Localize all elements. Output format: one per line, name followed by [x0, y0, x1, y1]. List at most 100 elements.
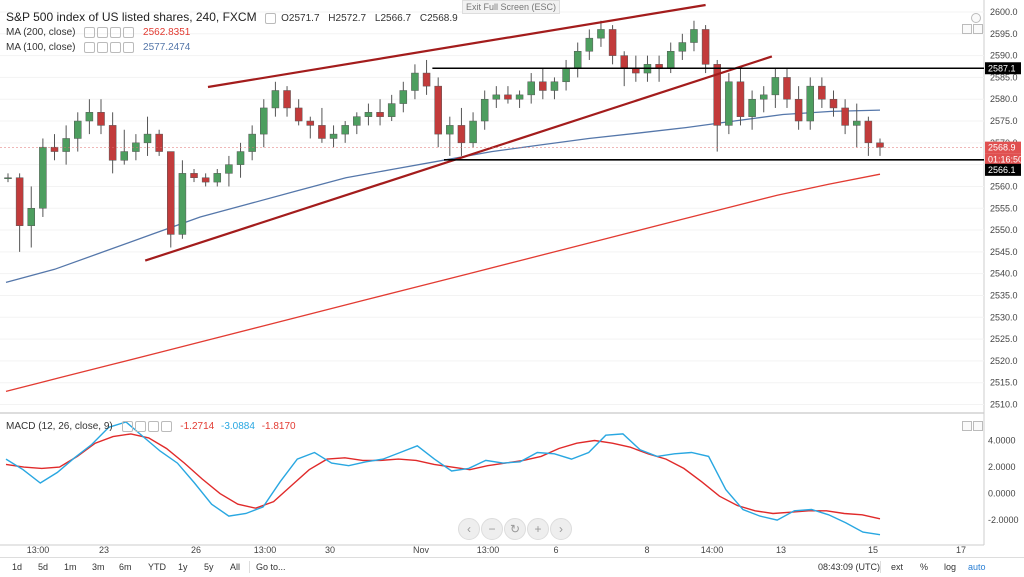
auto-toggle[interactable]: auto — [968, 562, 986, 572]
price-tick-label: 2590.0 — [990, 51, 1018, 61]
candle-body — [341, 125, 349, 135]
header-icons[interactable] — [265, 12, 278, 24]
timeframe-1m[interactable]: 1m — [64, 562, 77, 572]
scroll-right-icon[interactable]: › — [550, 518, 572, 540]
price-tick-label: 2595.0 — [990, 29, 1018, 39]
candle-body — [585, 37, 594, 52]
candle-body — [527, 81, 535, 96]
price-tick-label: 2585.0 — [990, 72, 1018, 82]
candle-body — [597, 29, 605, 39]
timeframe-5y[interactable]: 5y — [204, 562, 214, 572]
candle-body — [852, 120, 861, 126]
scroll-left-icon[interactable]: ‹ — [458, 518, 480, 540]
macd-close-icon[interactable] — [973, 421, 983, 431]
time-tick-label: 14:00 — [701, 545, 724, 555]
candle-body — [492, 94, 501, 100]
candle-body — [632, 68, 640, 74]
ma200-legend[interactable]: MA (200, close) 2562.8351 — [6, 27, 190, 38]
candle-body — [4, 177, 12, 179]
goto-button[interactable]: Go to... — [256, 562, 286, 572]
time-tick-label: 8 — [644, 545, 649, 555]
candle-body — [457, 125, 466, 144]
candle-body — [562, 68, 570, 83]
time-tick-label: 13:00 — [254, 545, 277, 555]
zoom-in-icon[interactable]: + — [527, 518, 549, 540]
ohlc-h-label: H — [328, 13, 336, 24]
bottom-toolbar: 1d 5d 1m 3m 6m YTD 1y 5y All Go to... 08… — [0, 557, 1024, 577]
exit-fullscreen-button[interactable]: Exit Full Screen (ESC) — [462, 0, 560, 14]
candle-body — [434, 85, 442, 135]
candle-body — [608, 29, 617, 56]
candle-body — [771, 77, 780, 96]
percent-toggle[interactable]: % — [920, 562, 929, 572]
price-tick-label: 2545.0 — [990, 247, 1018, 257]
candle-body — [736, 81, 745, 117]
panel-maximize-icon[interactable] — [962, 24, 972, 34]
level-low-tag: 2566.1 — [988, 165, 1016, 175]
ma100-value: 2577.2474 — [143, 42, 191, 54]
candle-body — [271, 90, 280, 109]
timeframe-1d[interactable]: 1d — [12, 562, 23, 572]
ohlc-l: 2566.7 — [380, 13, 412, 24]
macd-legend[interactable]: MACD (12, 26, close, 9) -1.2714 -3.0884 … — [6, 421, 296, 432]
timeframe-6m[interactable]: 6m — [119, 562, 132, 572]
macd-value-2: -3.0884 — [220, 421, 255, 433]
price-tick-label: 2575.0 — [990, 116, 1018, 126]
candle-body — [248, 133, 256, 152]
candle-body — [399, 90, 408, 104]
candle-body — [39, 146, 47, 209]
ext-toggle[interactable]: ext — [891, 562, 904, 572]
ma100-legend[interactable]: MA (100, close) 2577.2474 — [6, 42, 190, 53]
candle-body — [504, 94, 512, 100]
price-tick-label: 2525.0 — [990, 334, 1018, 344]
timeframe-ytd[interactable]: YTD — [148, 562, 166, 572]
candle-body — [446, 125, 454, 135]
last-price-tag-bg — [985, 141, 1021, 154]
ohlc-o: 2571.7 — [288, 13, 320, 24]
candle-body — [213, 173, 222, 183]
timeframe-all[interactable]: All — [230, 562, 241, 572]
panel-close-icon[interactable] — [973, 24, 983, 34]
time-tick-label: 13:00 — [27, 545, 50, 555]
time-tick-label: 15 — [868, 545, 878, 555]
zoom-out-icon[interactable]: − — [481, 518, 503, 540]
candle-body — [283, 90, 291, 109]
candle-body — [550, 81, 559, 91]
candle-body — [829, 98, 838, 109]
candle-body — [97, 112, 105, 126]
candle-body — [573, 51, 582, 69]
candle-body — [794, 98, 803, 122]
time-tick-label: 30 — [325, 545, 335, 555]
time-tick-label: 17 — [956, 545, 966, 555]
reset-icon[interactable]: ↻ — [504, 518, 526, 540]
log-toggle[interactable]: log — [944, 562, 957, 572]
macd-tick-label: 2.0000 — [988, 462, 1016, 472]
trend-lower-line — [144, 55, 773, 262]
countdown-tag: 01:16:50 — [988, 155, 1023, 165]
symbol-header: S&P 500 index of US listed shares, 240, … — [6, 10, 458, 24]
trend-upper-line — [207, 3, 706, 89]
candle-body — [515, 94, 524, 100]
candle-body — [294, 107, 303, 122]
ma100-icons[interactable] — [84, 42, 136, 53]
ma200-icons[interactable] — [84, 27, 136, 38]
candle-body — [539, 81, 547, 91]
candle-body — [469, 120, 477, 144]
macd-icons[interactable] — [121, 421, 174, 432]
candle-body — [806, 85, 814, 122]
ma100-label: MA (100, close) — [6, 42, 76, 54]
symbol-title[interactable]: S&P 500 index of US listed shares, 240, … — [6, 10, 257, 24]
candle-body — [353, 116, 361, 126]
timeframe-3m[interactable]: 3m — [92, 562, 105, 572]
ma200-value: 2562.8351 — [143, 27, 191, 39]
timeframe-1y[interactable]: 1y — [178, 562, 188, 572]
timeframe-5d[interactable]: 5d — [38, 562, 49, 572]
price-tick-label: 2535.0 — [990, 290, 1018, 300]
alert-icon[interactable] — [971, 13, 981, 23]
candle-body — [236, 151, 245, 165]
clock: 08:43:09 (UTC) — [818, 562, 881, 572]
macd-maximize-icon[interactable] — [962, 421, 972, 431]
candle-body — [108, 125, 117, 161]
